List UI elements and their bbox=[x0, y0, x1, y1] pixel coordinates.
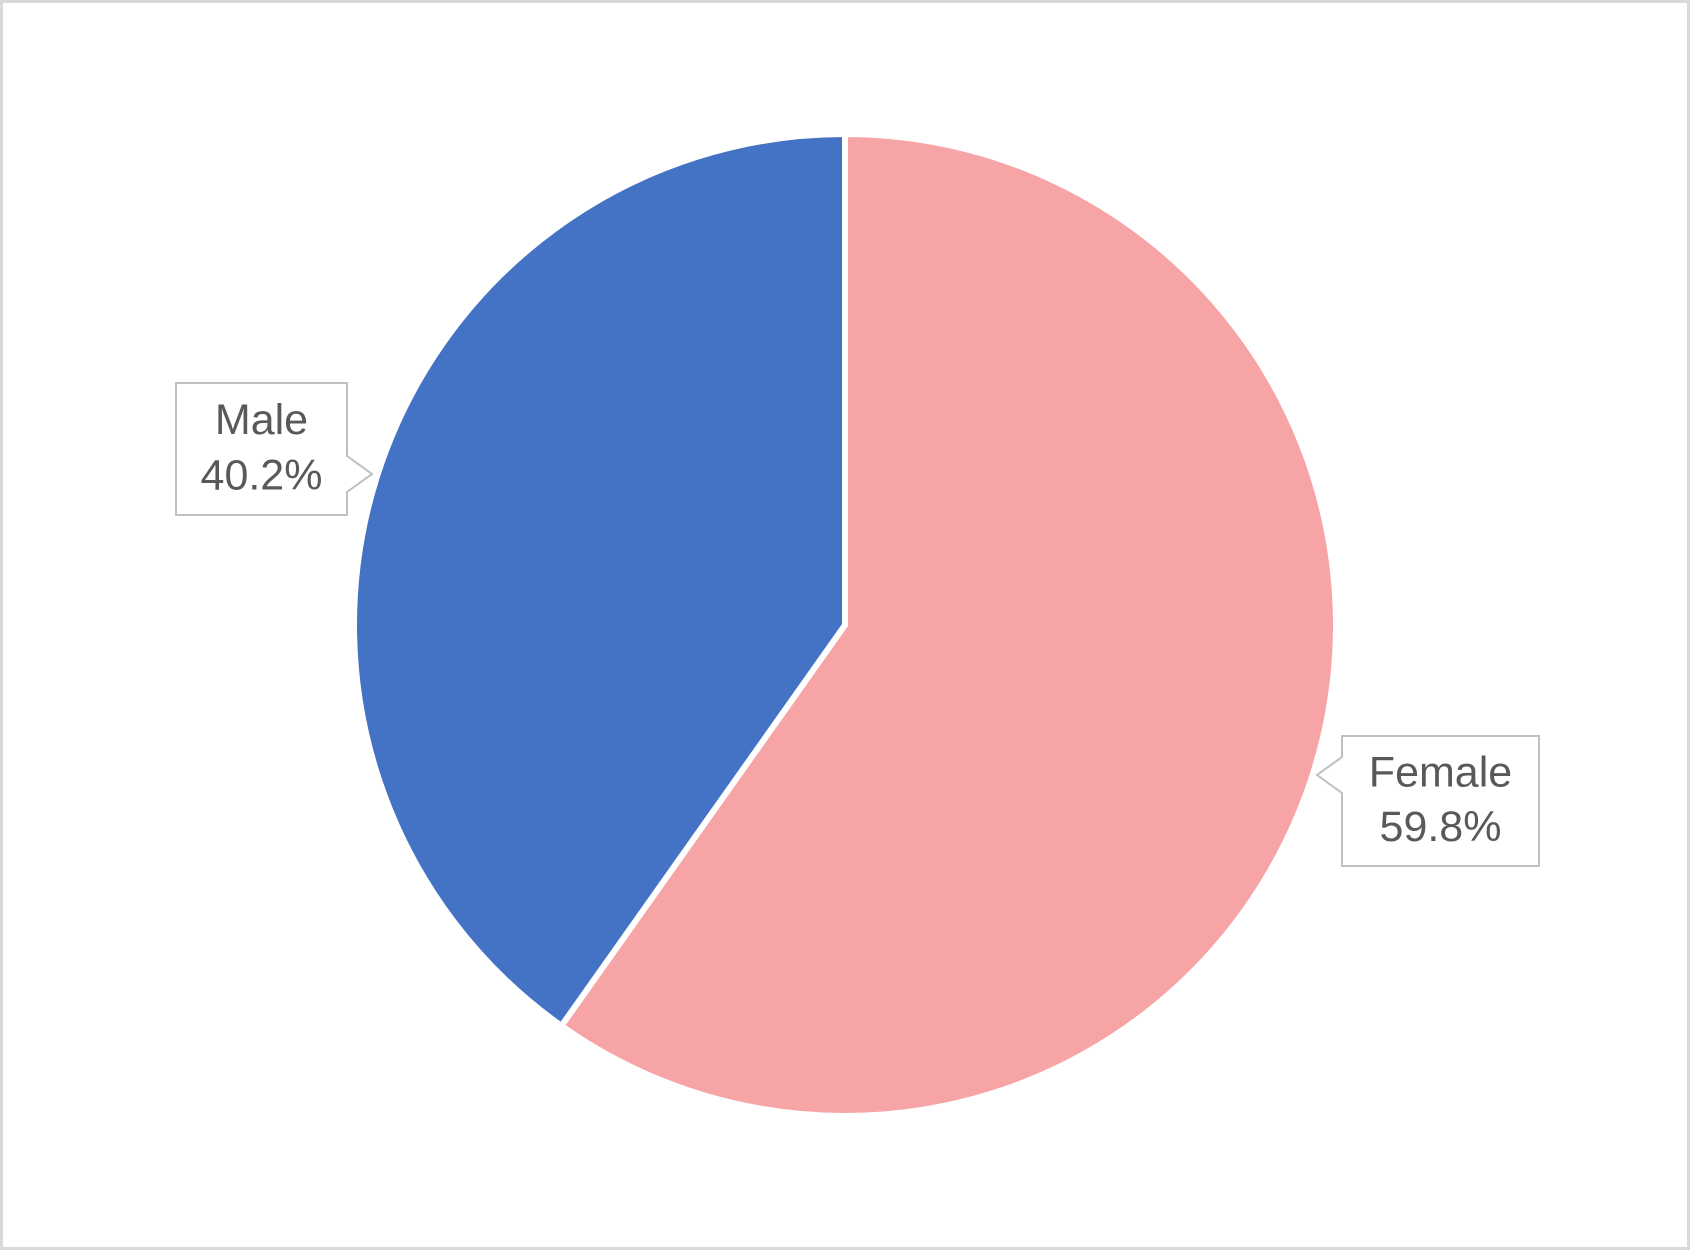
slice-label: Female bbox=[1369, 748, 1512, 796]
slice-label: Male bbox=[215, 396, 308, 444]
label-callout bbox=[1315, 735, 1540, 867]
pie-slice bbox=[558, 131, 1339, 1119]
label-callout bbox=[175, 382, 374, 516]
slice-value-label: 40.2% bbox=[201, 451, 323, 499]
slice-value-label: 59.8% bbox=[1380, 803, 1502, 851]
pie-slice bbox=[351, 131, 848, 1029]
